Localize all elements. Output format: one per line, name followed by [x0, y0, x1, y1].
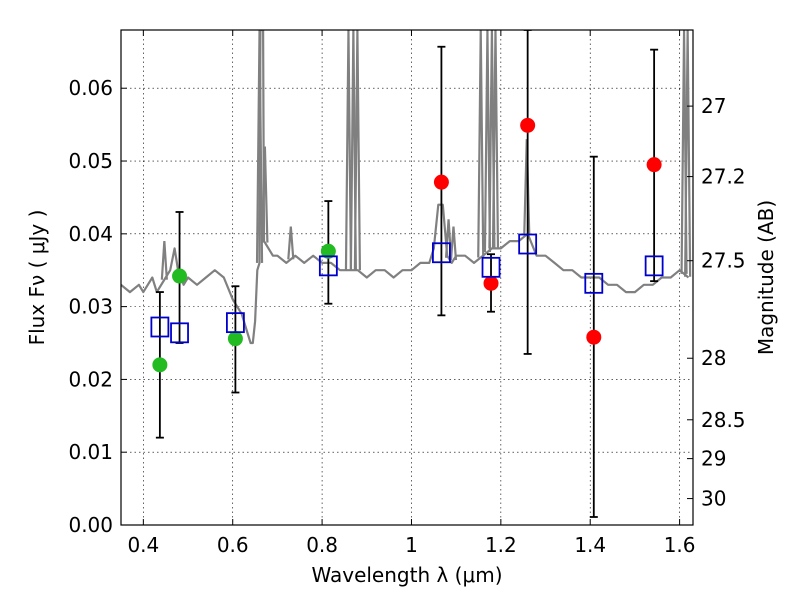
- right-tick-label: 29: [701, 447, 726, 471]
- y-tick-label: 0.04: [68, 222, 113, 246]
- right-tick-label: 30: [701, 487, 726, 511]
- y-tick-label: 0.02: [68, 367, 113, 391]
- model-photometry-square: [318, 255, 338, 277]
- y-tick-label: 0.06: [68, 76, 113, 100]
- model-photometry-square: [432, 242, 451, 264]
- emission-line-spike: [483, 30, 492, 253]
- x-tick-label: 1.6: [664, 533, 696, 557]
- y-tick-label: 0.00: [68, 513, 113, 537]
- observed-point-green: [227, 331, 243, 347]
- plot-area: [121, 30, 692, 518]
- model-photometry-square: [644, 255, 664, 277]
- observed-point-green: [172, 268, 188, 284]
- observed-point-green: [152, 357, 168, 373]
- emission-line-spike: [684, 30, 692, 277]
- emission-line-spike: [160, 241, 168, 280]
- y-tick-label: 0.03: [68, 295, 113, 319]
- observed-point-red: [646, 157, 662, 173]
- right-tick-label: 28: [701, 346, 726, 370]
- model-photometry-square: [150, 316, 170, 338]
- x-tick-label: 0.4: [127, 533, 159, 557]
- model-photometry-square: [518, 233, 538, 255]
- plot-frame: [120, 29, 694, 526]
- x-tick-label: 0.8: [306, 533, 338, 557]
- emission-line-spike: [491, 30, 500, 249]
- observed-point-red: [433, 174, 449, 190]
- grid: [121, 30, 693, 526]
- right-tick-label: 28.5: [701, 408, 746, 432]
- right-tick-label: 27.5: [701, 249, 746, 273]
- right-tick-label: 27.2: [701, 165, 746, 189]
- model-spectrum-line: [121, 30, 690, 345]
- x-tick-label: 1.2: [485, 533, 517, 557]
- x-axis-title: Wavelength λ (μm): [311, 563, 502, 587]
- axes: 0.4 0.6 0.8 1 1.2 1.4 1.6 0.00 0.01 0.02 0.03 0.04 0…: [68, 30, 746, 557]
- emission-line-spike: [287, 226, 295, 260]
- model-photometry-square: [481, 256, 501, 278]
- y-tick-label: 0.01: [68, 440, 113, 464]
- model-photometry-square: [225, 312, 245, 334]
- emission-line-spike: [344, 30, 353, 271]
- observed-point-red: [520, 117, 536, 133]
- y-axis-title: Flux Fν ( μJy ): [25, 210, 49, 346]
- x-tick-label: 0.6: [217, 533, 249, 557]
- emission-line-spike: [353, 30, 361, 271]
- right-tick-label: 27: [701, 94, 726, 118]
- observed-point-red: [483, 275, 499, 291]
- emission-line-spike: [261, 146, 269, 243]
- emission-line-spike: [449, 226, 458, 261]
- right-axis-title: Magnitude (AB): [754, 200, 778, 355]
- model-photometry-square: [170, 322, 189, 344]
- x-tick-label: 1: [405, 533, 418, 557]
- y-tick-label: 0.05: [68, 149, 113, 173]
- observed-point-red: [586, 329, 602, 345]
- emission-line-spike: [255, 30, 264, 263]
- model-photometry-square: [584, 272, 604, 294]
- observed-point-green: [320, 243, 336, 259]
- emission-line-spike: [477, 30, 485, 258]
- x-tick-label: 1.4: [574, 533, 606, 557]
